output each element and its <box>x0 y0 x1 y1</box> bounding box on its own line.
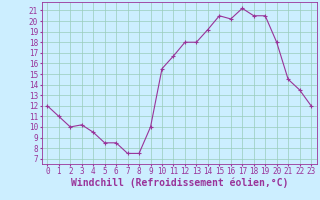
X-axis label: Windchill (Refroidissement éolien,°C): Windchill (Refroidissement éolien,°C) <box>70 178 288 188</box>
